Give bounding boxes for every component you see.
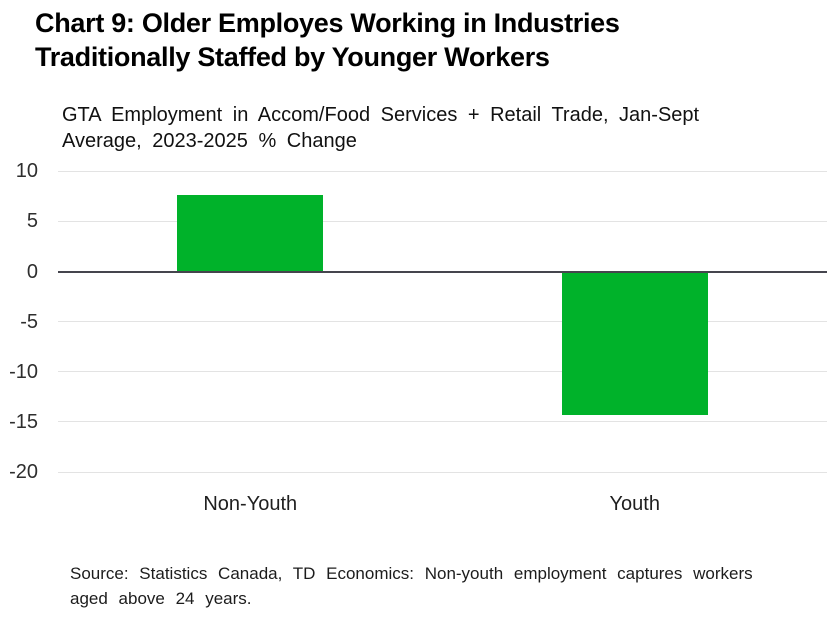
y-tick-label: 0 xyxy=(26,260,38,283)
gridline xyxy=(58,220,827,222)
gridline xyxy=(58,170,827,172)
y-tick-label: -20 xyxy=(9,461,38,484)
zero-line xyxy=(58,270,827,273)
source-note: Source: Statistics Canada, TD Economics:… xyxy=(70,564,753,608)
y-tick-label: 5 xyxy=(26,210,38,233)
y-tick-label: 10 xyxy=(15,160,38,183)
y-tick-label: -5 xyxy=(20,310,38,333)
x-category-label: Youth xyxy=(609,493,660,515)
chart-subtitle: GTA Employment in Accom/Food Services + … xyxy=(62,104,700,152)
gridline xyxy=(58,371,827,373)
gridline xyxy=(58,421,827,423)
y-tick-label: -15 xyxy=(9,410,38,433)
x-category-label: Non-Youth xyxy=(203,493,298,515)
bar-non-youth xyxy=(177,195,324,272)
y-tick-label: -10 xyxy=(9,360,38,383)
gridline xyxy=(58,321,827,323)
bar-youth xyxy=(561,271,708,415)
chart-title: Chart 9: Older Employes Working in Indus… xyxy=(35,8,620,72)
gridline xyxy=(58,471,827,473)
